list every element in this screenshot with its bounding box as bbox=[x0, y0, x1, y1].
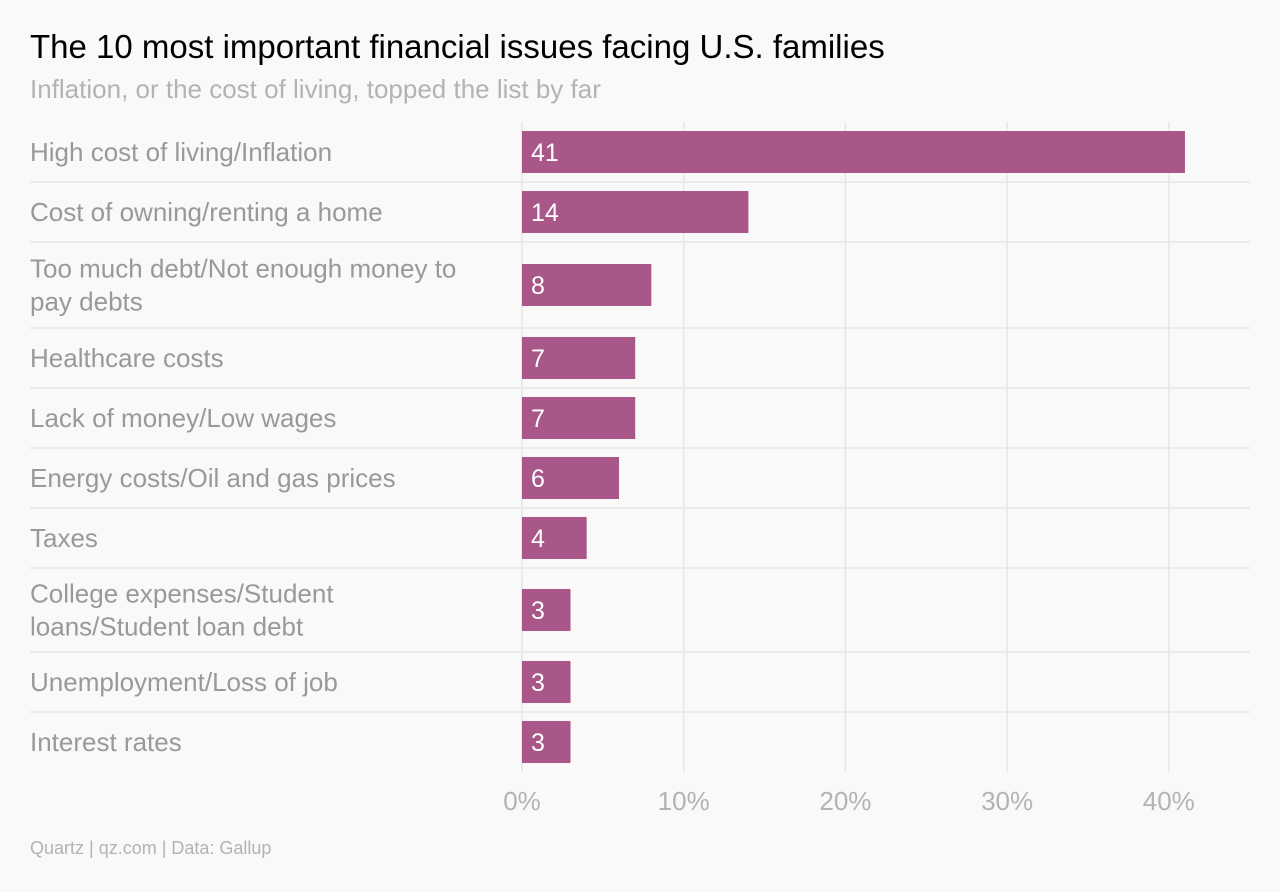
source-footer: Quartz | qz.com | Data: Gallup bbox=[30, 838, 272, 858]
bar bbox=[522, 517, 587, 559]
bar-value-label: 4 bbox=[531, 525, 545, 553]
category-label-line: pay debts bbox=[30, 287, 143, 317]
bar bbox=[522, 589, 571, 631]
category-label-line: Unemployment/Loss of job bbox=[30, 667, 338, 697]
bar-value-label: 14 bbox=[531, 199, 559, 227]
bar bbox=[522, 721, 571, 763]
bar-value-label: 41 bbox=[531, 139, 559, 167]
bar bbox=[522, 337, 636, 379]
bar bbox=[522, 661, 571, 703]
bar-value-label: 3 bbox=[531, 729, 545, 757]
category-label: Too much debt/Not enough money to pay deb… bbox=[30, 254, 456, 317]
category-label-line: Lack of money/Low wages bbox=[30, 403, 336, 433]
chart-subtitle: Inflation, or the cost of living, topped… bbox=[30, 74, 601, 104]
x-tick-label: 40% bbox=[1143, 786, 1195, 816]
category-label-line: Taxes bbox=[30, 523, 98, 553]
category-label-line: Healthcare costs bbox=[30, 343, 224, 373]
bar-value-label: 7 bbox=[531, 345, 545, 373]
bar bbox=[522, 131, 1185, 173]
category-label-line: Cost of owning/renting a home bbox=[30, 197, 383, 227]
category-label: College expenses/Student loans/Student lo… bbox=[30, 579, 334, 642]
category-label-line: Interest rates bbox=[30, 727, 182, 757]
bar bbox=[522, 191, 749, 233]
bar-value-label: 6 bbox=[531, 465, 545, 493]
category-label-line: loans/Student loan debt bbox=[30, 612, 304, 642]
category-label: Cost of owning/renting a home bbox=[30, 197, 383, 227]
bar bbox=[522, 264, 652, 306]
x-tick-label: 0% bbox=[503, 786, 541, 816]
category-label-line: College expenses/Student bbox=[30, 579, 334, 609]
bar bbox=[522, 397, 636, 439]
bar bbox=[522, 457, 620, 499]
bar-value-label: 7 bbox=[531, 405, 545, 433]
category-label-line: High cost of living/Inflation bbox=[30, 137, 332, 167]
x-tick-label: 10% bbox=[658, 786, 710, 816]
bar-value-label: 3 bbox=[531, 669, 545, 697]
category-label: Taxes bbox=[30, 523, 98, 553]
x-tick-label: 30% bbox=[981, 786, 1033, 816]
chart-title: The 10 most important financial issues f… bbox=[30, 28, 885, 65]
x-tick-label: 20% bbox=[819, 786, 871, 816]
bar-value-label: 3 bbox=[531, 597, 545, 625]
category-label: Interest rates bbox=[30, 727, 182, 757]
category-label: Energy costs/Oil and gas prices bbox=[30, 463, 396, 493]
category-label: Unemployment/Loss of job bbox=[30, 667, 338, 697]
category-label-line: Too much debt/Not enough money to bbox=[30, 254, 456, 284]
category-label: Lack of money/Low wages bbox=[30, 403, 336, 433]
bar-value-label: 8 bbox=[531, 272, 545, 300]
category-label: High cost of living/Inflation bbox=[30, 137, 332, 167]
category-label: Healthcare costs bbox=[30, 343, 224, 373]
category-label-line: Energy costs/Oil and gas prices bbox=[30, 463, 396, 493]
